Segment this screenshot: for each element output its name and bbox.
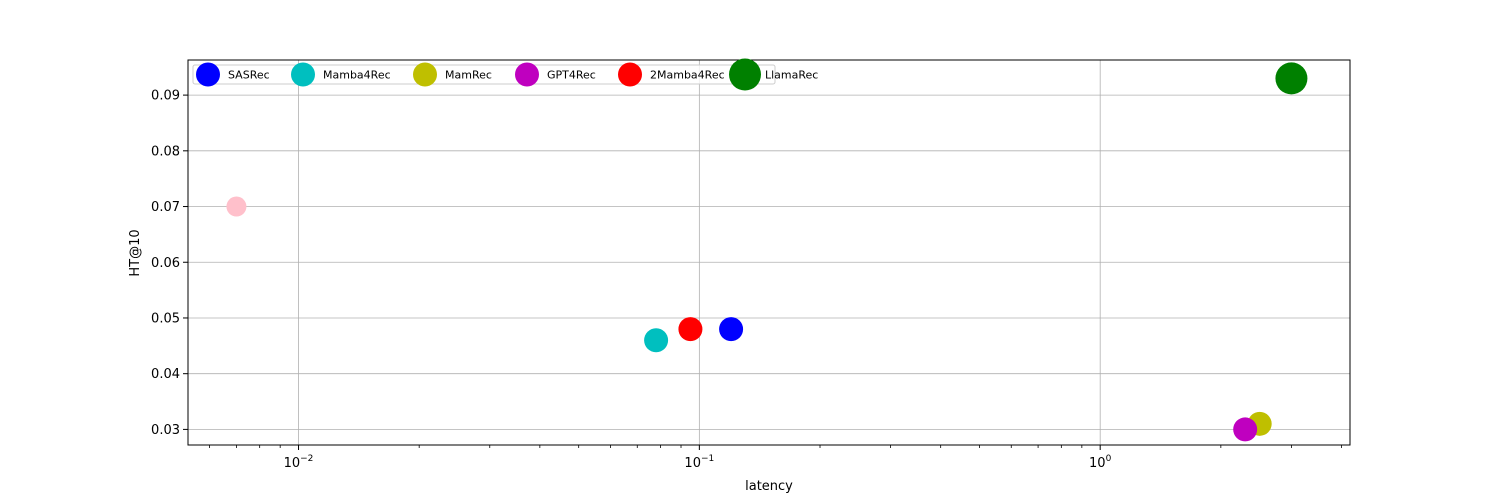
x-tick-label: 10−2 xyxy=(284,454,314,471)
x-tick-label: 10−1 xyxy=(684,454,714,471)
data-point-llamarec xyxy=(1275,62,1308,95)
y-tick-label: 0.08 xyxy=(151,144,180,159)
legend: SASRec Mamba4Rec MamRec GPT4Rec 2Mamba4Rec Ll… xyxy=(192,58,818,91)
legend-label-sasrec: SASRec xyxy=(228,69,270,82)
legend-marker-mamrec xyxy=(413,62,437,87)
y-tick-label: 0.09 xyxy=(151,89,180,104)
y-tick-label: 0.07 xyxy=(151,200,180,215)
x-tick-label: 100 xyxy=(1089,454,1112,471)
data-point-mamba4rec xyxy=(644,328,669,353)
y-tick-label: 0.04 xyxy=(151,367,180,382)
legend-marker-gpt4rec xyxy=(515,62,539,87)
axis-ticks: 10−2 10−1 100 0.03 0.04 0.05 0.06 0.07 0.08 0.09 xyxy=(151,89,1342,471)
legend-marker-llamarec xyxy=(729,58,761,91)
legend-label-mamba4rec: Mamba4Rec xyxy=(323,69,391,82)
y-tick-label: 0.05 xyxy=(151,311,180,326)
data-point-unlabeled xyxy=(226,196,247,217)
legend-label-llamarec: LlamaRec xyxy=(765,69,818,82)
plot-frame xyxy=(187,59,1351,446)
y-axis-label: HT@10 xyxy=(128,229,143,276)
data-point-2mamba4rec xyxy=(678,317,703,342)
data-points xyxy=(226,62,1308,442)
legend-marker-mamba4rec xyxy=(291,62,315,87)
grid-lines xyxy=(188,60,1350,445)
data-point-gpt4rec xyxy=(1233,417,1258,442)
legend-label-2mamba4rec: 2Mamba4Rec xyxy=(650,69,725,82)
x-axis-label: latency xyxy=(745,479,793,494)
legend-label-mamrec: MamRec xyxy=(445,69,492,82)
legend-marker-sasrec xyxy=(196,62,220,87)
y-tick-label: 0.03 xyxy=(151,423,180,438)
legend-marker-2mamba4rec xyxy=(618,62,642,87)
y-tick-label: 0.06 xyxy=(151,256,180,271)
legend-label-gpt4rec: GPT4Rec xyxy=(547,69,596,82)
data-point-sasrec xyxy=(719,317,744,342)
